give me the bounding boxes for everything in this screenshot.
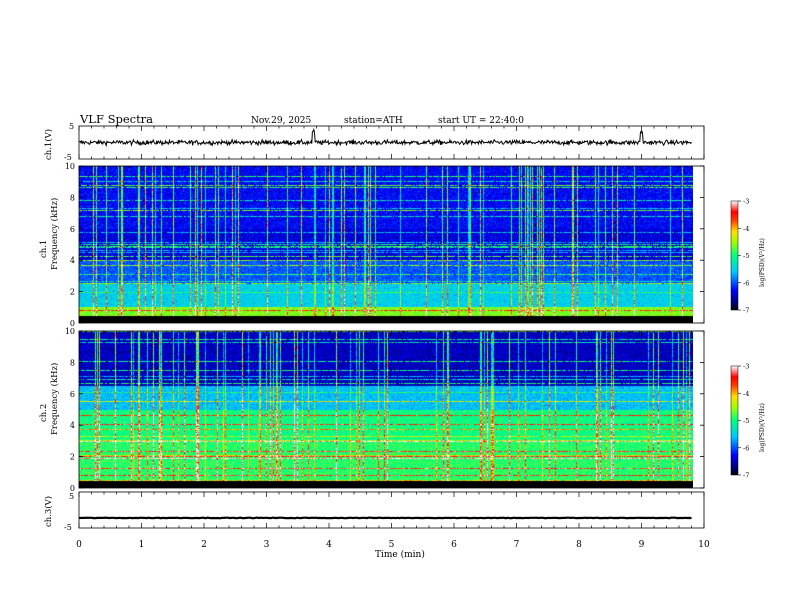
ch3-waveform-panel: 5 -5 ch.3(V) [43, 491, 705, 532]
ch1-ytick-label: 0 [70, 319, 75, 328]
ch3-waveform-frame [78, 491, 705, 529]
colorbar-tick-label: -3 [743, 198, 749, 206]
ch1-ytick-top: 5 [69, 122, 74, 131]
ch2-ytick-label: 8 [70, 358, 75, 367]
time-axis-tick-labels: 0 1 2 3 4 5 6 7 8 9 10 [76, 540, 710, 550]
time-tick-label: 2 [201, 540, 207, 550]
ch2-ylabel-freq: Frequency (kHz) [49, 363, 60, 435]
ch1-ylabel-top: ch.1 [39, 240, 49, 258]
ch2-spectrogram-image [79, 331, 693, 488]
colorbar-tick-label: -6 [743, 279, 749, 287]
time-tick-label: 8 [576, 540, 582, 550]
ch2-ylabel-top: ch.2 [39, 404, 49, 422]
time-tick-label: 7 [514, 540, 520, 550]
date-label: Nov.29, 2025 [251, 116, 312, 126]
ch1-ytick-label: 4 [70, 256, 75, 265]
ch1-spectrogram-image [79, 166, 693, 323]
colorbar-tick-label: -7 [743, 472, 749, 480]
colorbar-tick-label: -3 [743, 363, 749, 371]
colorbar-tick-label: -4 [743, 390, 749, 398]
ch2-ytick-label: 10 [65, 327, 75, 336]
ch1-ylabel-freq: Frequency (kHz) [49, 198, 60, 270]
ch3-ylabel: ch.3(V) [43, 496, 54, 527]
colorbar-tick-label: -5 [743, 252, 749, 260]
time-axis-label: Time (min) [375, 549, 425, 560]
ch3-waveform-trace [78, 516, 692, 520]
ch3-ytick-bottom: -5 [64, 523, 72, 532]
time-tick-label: 0 [76, 540, 82, 550]
ch2-colorbar [730, 365, 739, 476]
ch2-ytick-label: 4 [70, 421, 75, 430]
time-tick-label: 1 [139, 540, 145, 550]
ch2-ytick-label: 0 [70, 484, 75, 493]
ch1-ytick-label: 10 [65, 162, 75, 171]
ch1-waveform-trace [78, 127, 692, 148]
time-tick-label: 9 [639, 540, 645, 550]
ch2-colorbar-label: log(PSD)(V²/Hz) [759, 403, 766, 452]
ch1-ytick-label: 2 [70, 288, 75, 297]
ch1-ytick-bottom: -5 [64, 153, 72, 162]
colorbar-tick-label: -7 [743, 307, 749, 315]
time-tick-label: 5 [389, 540, 395, 550]
ch3-ytick-top: 5 [69, 492, 74, 501]
ch1-waveform-panel: 5 -5 ch.1(V) [43, 122, 705, 162]
time-tick-label: 6 [451, 540, 457, 550]
time-tick-label: 3 [264, 540, 270, 550]
colorbar-tick-label: -6 [743, 444, 749, 452]
start-ut-label: start UT = 22:40:0 [438, 116, 524, 126]
colorbar-tick-label: -5 [743, 417, 749, 425]
time-tick-label: 4 [326, 540, 332, 550]
ch2-ytick-label: 2 [70, 453, 75, 462]
ch1-colorbar [730, 200, 739, 311]
station-label: station=ATH [344, 116, 403, 126]
time-tick-label: 10 [698, 540, 710, 550]
ch1-colorbar-label: log(PSD)(V²/Hz) [759, 238, 766, 287]
ch1-ytick-label: 8 [70, 193, 75, 202]
time-axis-ticks [78, 126, 705, 528]
ch1-ytick-label: 6 [70, 225, 75, 234]
ch1-ylabel: ch.1(V) [43, 129, 54, 160]
ch2-ytick-label: 6 [70, 390, 75, 399]
figure-title: VLF Spectra [79, 112, 153, 126]
colorbar-tick-label: -4 [743, 225, 749, 233]
